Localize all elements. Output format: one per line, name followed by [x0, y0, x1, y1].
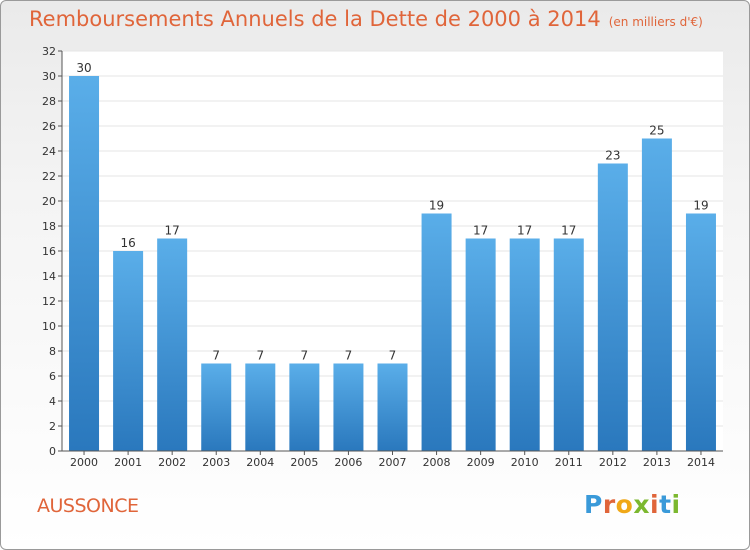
data-label: 19	[429, 199, 444, 213]
logo-letter: x	[633, 490, 650, 519]
x-tick-label: 2012	[599, 456, 627, 469]
x-tick-label: 2007	[379, 456, 407, 469]
bar	[641, 138, 672, 451]
y-tick-label: 0	[49, 445, 56, 458]
y-tick-label: 30	[42, 70, 56, 83]
bar	[69, 76, 100, 451]
x-tick-label: 2002	[158, 456, 186, 469]
y-tick-label: 16	[42, 245, 56, 258]
data-label: 17	[165, 224, 180, 238]
y-tick-label: 10	[42, 320, 56, 333]
x-tick-label: 2008	[423, 456, 451, 469]
bar	[421, 213, 452, 451]
y-tick-label: 20	[42, 195, 56, 208]
y-tick-label: 24	[42, 145, 56, 158]
bar	[685, 213, 716, 451]
x-tick-label: 2009	[467, 456, 495, 469]
data-label: 7	[389, 349, 397, 363]
x-tick-label: 2000	[70, 456, 98, 469]
logo-letter: i	[671, 490, 681, 519]
logo-letter: t	[659, 490, 672, 519]
data-label: 17	[517, 224, 532, 238]
bar	[465, 238, 496, 451]
bar	[157, 238, 188, 451]
y-tick-label: 8	[49, 345, 56, 358]
x-tick-label: 2004	[246, 456, 274, 469]
proxiti-logo: Proxiti	[584, 490, 681, 519]
x-tick-label: 2006	[334, 456, 362, 469]
y-tick-label: 14	[42, 270, 56, 283]
chart-title: Remboursements Annuels de la Dette de 20…	[29, 7, 601, 31]
bar	[289, 363, 320, 451]
y-tick-label: 18	[42, 220, 56, 233]
y-tick-label: 12	[42, 295, 56, 308]
data-label: 19	[693, 199, 708, 213]
data-label: 25	[649, 124, 664, 138]
chart-unit: (en milliers d'€)	[608, 15, 703, 29]
bar	[245, 363, 276, 451]
x-tick-label: 2010	[511, 456, 539, 469]
logo-letter: i	[650, 490, 660, 519]
logo-letter: r	[602, 490, 616, 519]
data-label: 17	[561, 224, 576, 238]
y-tick-label: 22	[42, 170, 56, 183]
y-tick-label: 32	[42, 45, 56, 58]
bar	[113, 251, 144, 451]
data-label: 23	[605, 149, 620, 163]
bar	[509, 238, 540, 451]
bar	[377, 363, 408, 451]
x-tick-label: 2005	[290, 456, 318, 469]
commune-name: AUSSONCE	[37, 495, 139, 517]
title-line: Remboursements Annuels de la Dette de 20…	[29, 7, 703, 31]
x-tick-label: 2014	[687, 456, 715, 469]
data-label: 7	[301, 349, 309, 363]
bar	[553, 238, 584, 451]
data-label: 16	[120, 236, 135, 250]
bar	[597, 163, 628, 451]
data-label: 7	[212, 349, 220, 363]
logo-letter: o	[615, 490, 634, 519]
data-label: 7	[345, 349, 353, 363]
y-tick-label: 6	[49, 370, 56, 383]
y-tick-label: 4	[49, 395, 56, 408]
y-tick-label: 28	[42, 95, 56, 108]
x-tick-label: 2011	[555, 456, 583, 469]
data-label: 7	[256, 349, 264, 363]
data-label: 17	[473, 224, 488, 238]
bar	[333, 363, 364, 451]
bar	[201, 363, 232, 451]
x-tick-label: 2001	[114, 456, 142, 469]
x-tick-label: 2013	[643, 456, 671, 469]
x-tick-label: 2003	[202, 456, 230, 469]
logo-letter: P	[584, 490, 603, 519]
y-tick-label: 2	[49, 420, 56, 433]
data-label: 30	[76, 61, 91, 75]
y-tick-label: 26	[42, 120, 56, 133]
